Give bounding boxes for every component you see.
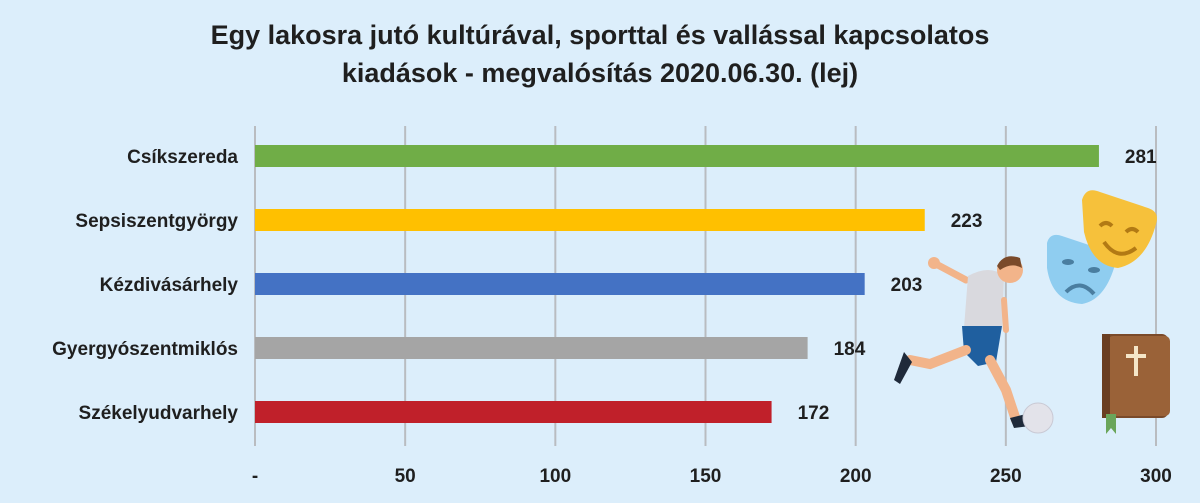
title-line-1: Egy lakosra jutó kultúrával, sporttal és… — [211, 20, 990, 50]
x-tick-label-6: 300 — [1140, 466, 1172, 487]
bar-0 — [255, 145, 1099, 167]
category-labels: Csíkszereda Sepsiszentgyörgy Kézdivásárhel… — [52, 147, 238, 424]
bible-icon — [1102, 334, 1170, 434]
bar-3 — [255, 337, 808, 359]
category-label-4: Székelyudvarhely — [79, 403, 239, 424]
category-label-3: Gyergyószentmiklós — [52, 339, 238, 360]
x-tick-label-2: 100 — [539, 466, 571, 487]
value-label-3: 184 — [834, 339, 866, 360]
theatre-masks-icon — [1047, 190, 1157, 304]
category-label-0: Csíkszereda — [127, 147, 238, 168]
chart-title: Egy lakosra jutó kultúrával, sporttal és… — [211, 20, 990, 88]
x-tick-label-4: 200 — [840, 466, 872, 487]
value-label-1: 223 — [951, 211, 983, 232]
value-label-4: 172 — [798, 403, 830, 424]
category-label-2: Kézdivásárhely — [100, 275, 239, 296]
x-tick-label-1: 50 — [395, 466, 416, 487]
x-axis-tick-labels: - 50 100 150 200 250 300 — [252, 466, 1172, 487]
bars — [255, 145, 1099, 423]
bar-2 — [255, 273, 865, 295]
x-tick-label-3: 150 — [690, 466, 722, 487]
title-line-2: kiadások - megvalósítás 2020.06.30. (lej… — [342, 58, 858, 88]
x-tick-label-0: - — [252, 466, 258, 487]
value-label-0: 281 — [1125, 147, 1157, 168]
football-player-icon — [894, 256, 1054, 434]
bar-1 — [255, 209, 925, 231]
bar-4 — [255, 401, 772, 423]
value-labels: 281 223 203 184 172 — [798, 147, 1157, 424]
x-tick-label-5: 250 — [990, 466, 1022, 487]
category-label-1: Sepsiszentgyörgy — [75, 211, 238, 232]
value-label-2: 203 — [891, 275, 923, 296]
